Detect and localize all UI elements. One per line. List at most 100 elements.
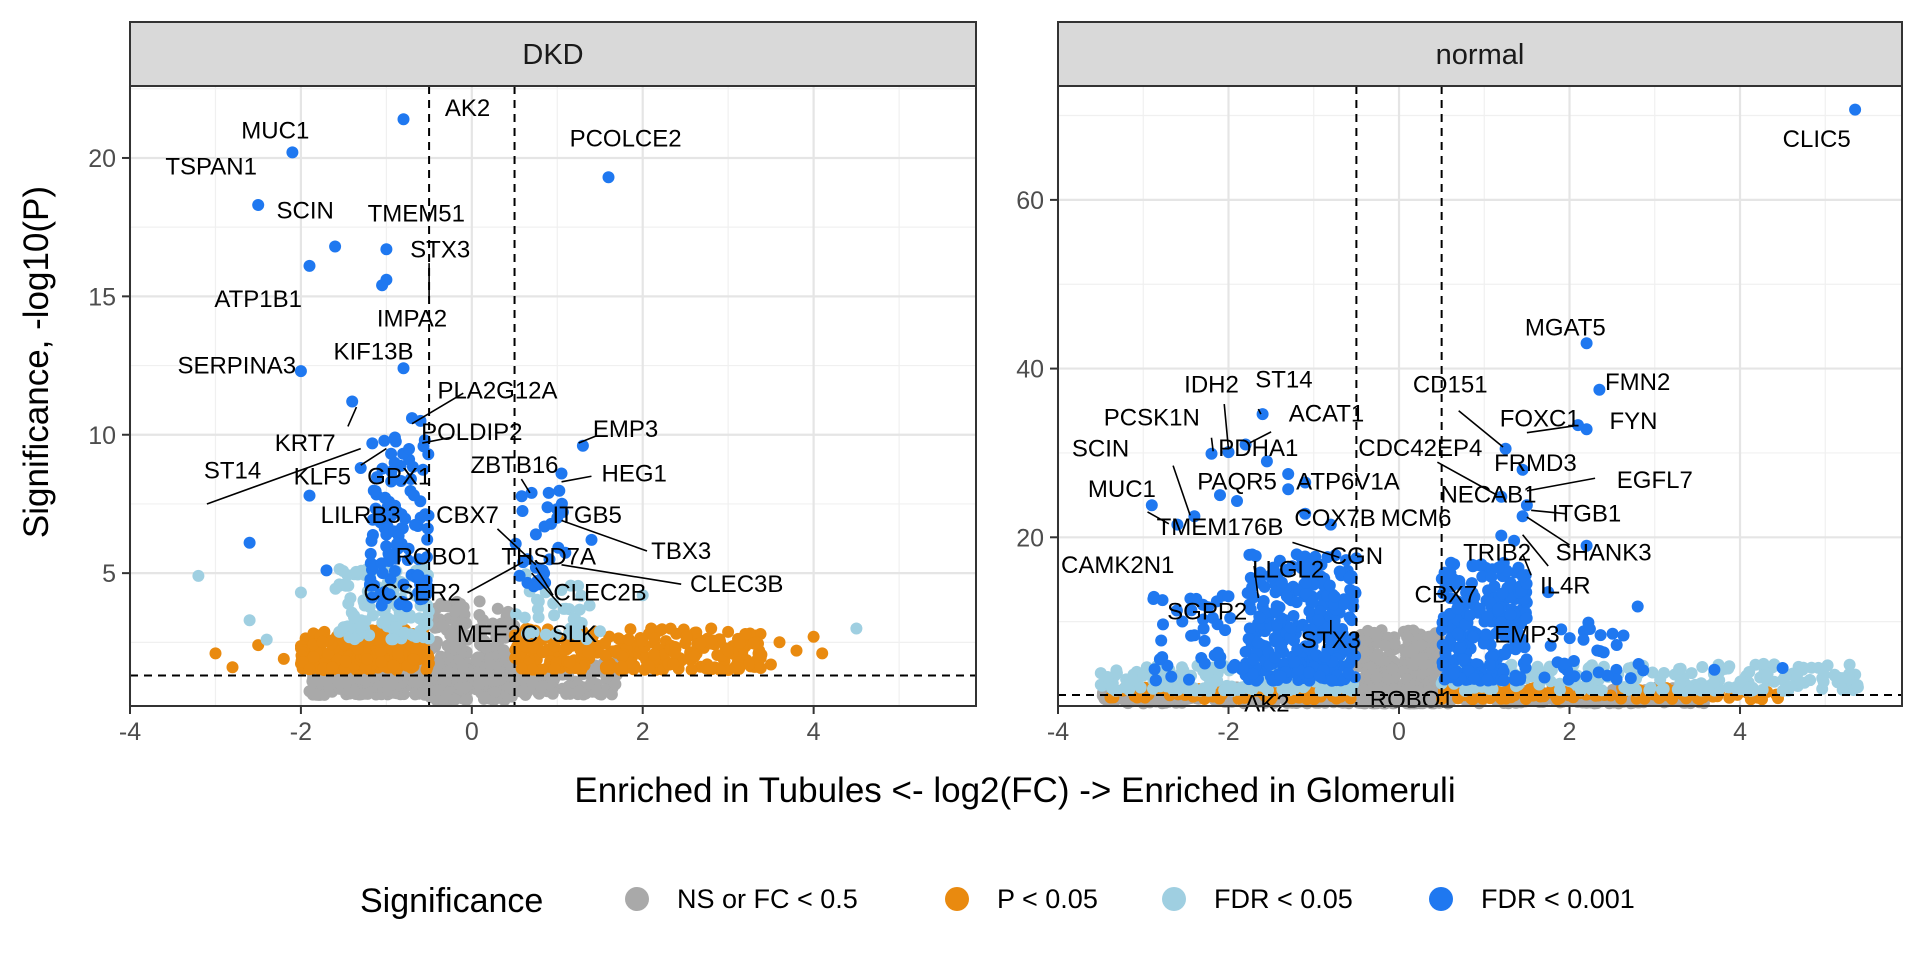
point-fdr001 xyxy=(1323,579,1336,592)
legend-swatch-fdr001 xyxy=(1429,887,1453,911)
legend-title: Significance xyxy=(360,882,543,920)
gene-label: EGFL7 xyxy=(1617,467,1693,494)
point-fdr001 xyxy=(364,573,377,586)
point-fdr05 xyxy=(1101,671,1114,683)
point-ns xyxy=(437,675,450,688)
point-fdr001 xyxy=(1197,613,1210,626)
point-fdr05 xyxy=(571,628,584,641)
label-leader xyxy=(1257,408,1262,415)
point-p xyxy=(739,628,752,640)
point-p xyxy=(624,623,637,636)
point-fdr001 xyxy=(1306,595,1319,608)
point-fdr001 xyxy=(320,564,333,577)
gene-label: EMP3 xyxy=(593,416,658,443)
point-ns xyxy=(1119,693,1132,706)
point-fdr001 xyxy=(1197,622,1210,635)
point-fdr001 xyxy=(412,569,425,582)
point-fdr001 xyxy=(529,561,542,574)
point-fdr001 xyxy=(1165,670,1178,683)
gene-label: LILRB3 xyxy=(321,502,401,529)
point-fdr001 xyxy=(1324,518,1337,531)
point-fdr001 xyxy=(1290,548,1303,561)
point-fdr001 xyxy=(1333,565,1346,578)
point-fdr001 xyxy=(1244,571,1257,584)
point-fdr001 xyxy=(1313,670,1326,683)
point-fdr05 xyxy=(1197,682,1210,695)
point-p xyxy=(648,632,661,645)
label-leader xyxy=(1436,461,1498,496)
label-leader xyxy=(1531,509,1566,515)
gene-label: ROBO1 xyxy=(1370,686,1454,713)
point-fdr05 xyxy=(260,633,273,646)
point-fdr001 xyxy=(1219,624,1232,637)
gene-label: LLGL2 xyxy=(1252,556,1324,583)
point-fdr05 xyxy=(1134,681,1147,694)
point-fdr001 xyxy=(1299,507,1312,520)
point-fdr001 xyxy=(391,537,403,550)
gene-label: CLEC2B xyxy=(553,580,646,607)
y-tick-label: 15 xyxy=(88,283,116,311)
point-fdr001 xyxy=(1520,653,1533,666)
point-fdr05 xyxy=(1743,666,1756,678)
point-fdr001 xyxy=(1145,499,1158,512)
point-fdr001 xyxy=(585,533,598,546)
y-tick-label: 60 xyxy=(1016,187,1044,215)
label-leader xyxy=(360,447,387,466)
label-leader xyxy=(1172,465,1191,516)
gene-label: KRT7 xyxy=(275,430,336,457)
point-fdr001 xyxy=(1610,663,1623,676)
point-fdr001 xyxy=(1580,670,1593,683)
gene-label: PCOLCE2 xyxy=(570,126,682,153)
point-fdr001 xyxy=(1484,658,1496,671)
point-ns xyxy=(1417,658,1430,671)
gene-label: TBX3 xyxy=(651,538,711,565)
point-p xyxy=(322,647,335,660)
point-fdr001 xyxy=(380,514,393,527)
point-fdr05 xyxy=(243,614,256,627)
point-fdr001 xyxy=(1509,673,1522,686)
y-axis-title: Significance, -log10(P) xyxy=(17,186,56,538)
point-fdr001 xyxy=(1299,587,1312,600)
legend: Significance NS or FC < 0.5 P < 0.05 FDR… xyxy=(360,882,1635,920)
point-fdr001 xyxy=(1464,609,1476,622)
point-fdr001 xyxy=(1350,552,1363,565)
point-fdr001 xyxy=(1211,646,1224,659)
label-leader xyxy=(1526,425,1574,434)
point-fdr001 xyxy=(1499,648,1512,661)
point-ns xyxy=(473,623,486,636)
point-fdr001 xyxy=(1253,611,1266,624)
point-fdr001 xyxy=(1444,567,1457,579)
point-fdr001 xyxy=(1538,671,1551,684)
point-fdr001 xyxy=(529,528,542,541)
point-p xyxy=(816,647,829,660)
point-fdr001 xyxy=(406,460,419,473)
point-fdr001 xyxy=(513,569,526,582)
point-p xyxy=(722,644,734,657)
point-fdr001 xyxy=(286,146,299,159)
point-p xyxy=(339,655,352,668)
point-ns xyxy=(460,694,472,707)
point-fdr001 xyxy=(559,546,572,559)
point-fdr001 xyxy=(1303,666,1316,679)
point-ns xyxy=(439,600,452,612)
point-fdr05 xyxy=(329,582,342,595)
point-fdr001 xyxy=(1299,576,1312,589)
point-fdr001 xyxy=(1231,495,1243,507)
point-fdr001 xyxy=(1243,622,1256,635)
label-leader xyxy=(1253,565,1260,599)
point-fdr001 xyxy=(1606,627,1619,640)
point-p xyxy=(688,650,701,663)
x-tick-label: 4 xyxy=(807,718,821,746)
point-fdr001 xyxy=(375,557,388,570)
point-fdr001 xyxy=(395,475,407,487)
point-fdr001 xyxy=(1597,646,1610,659)
point-ns xyxy=(306,675,319,688)
point-fdr001 xyxy=(1488,580,1501,593)
point-fdr001 xyxy=(1339,633,1352,646)
point-p xyxy=(519,640,532,653)
label-leader xyxy=(561,475,592,483)
x-tick-label: 0 xyxy=(1392,718,1406,746)
facet-title: DKD xyxy=(522,39,583,71)
point-fdr001 xyxy=(1708,663,1721,676)
point-fdr001 xyxy=(1451,602,1464,615)
